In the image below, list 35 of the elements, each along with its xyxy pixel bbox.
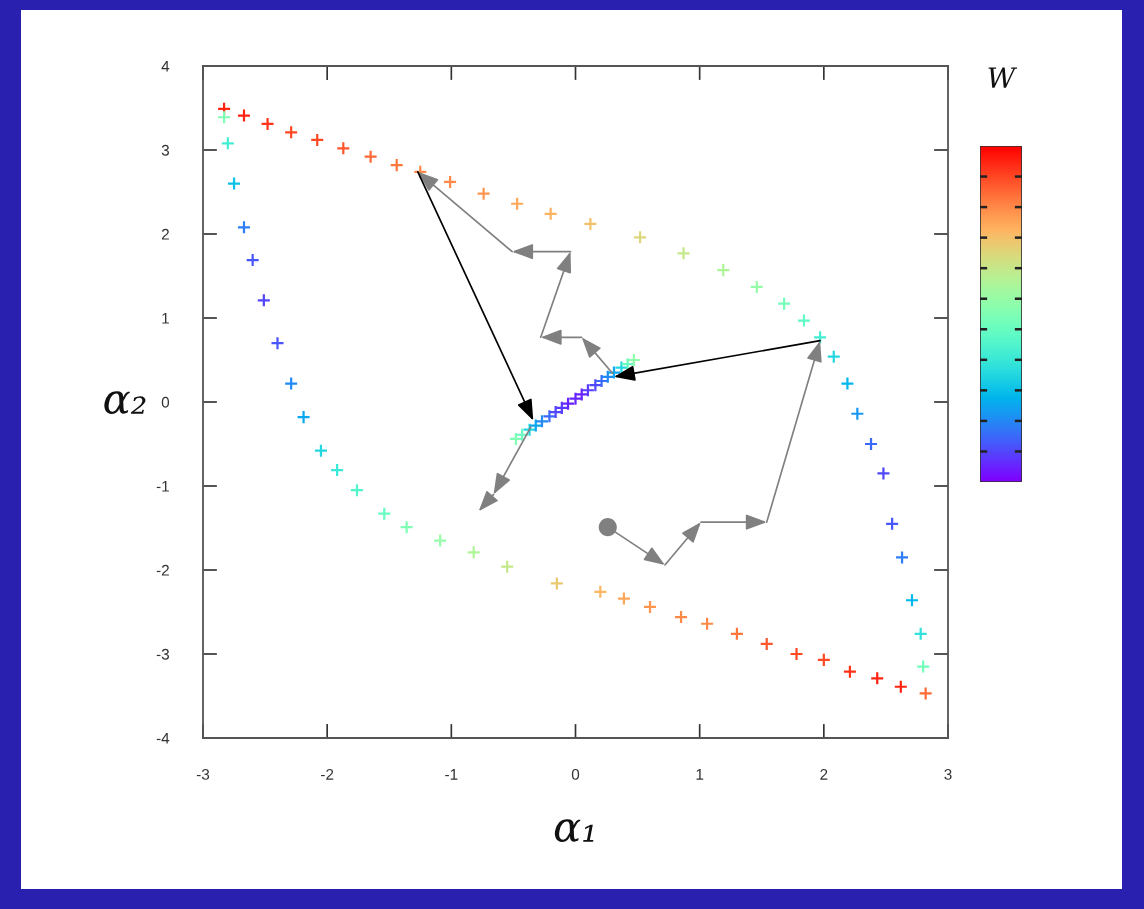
point: [548, 404, 563, 420]
y-tick-label: 2: [161, 228, 169, 240]
point: [588, 378, 603, 393]
x-tick-label: -2: [321, 768, 334, 780]
point: [594, 373, 609, 389]
x-tick-label: 3: [944, 768, 952, 780]
y-tick-label: 4: [161, 61, 170, 72]
color-bar-title: W: [988, 67, 1018, 88]
point: [514, 427, 530, 442]
point: [614, 360, 629, 375]
point: [606, 365, 622, 380]
x-tick-label: 1: [696, 769, 704, 780]
y-tick-label: -2: [156, 564, 169, 576]
y-tick-label: -4: [156, 733, 170, 744]
x-tick-label: 0: [571, 768, 580, 780]
point: [598, 518, 617, 537]
point: [528, 418, 543, 433]
y-tick-label: 0: [161, 396, 170, 408]
point: [542, 409, 557, 424]
x-tick-label: 2: [820, 768, 828, 780]
point: [522, 422, 537, 437]
x-tick-label: -1: [445, 769, 458, 780]
y-tick-label: 3: [161, 144, 169, 156]
x-axis-title: α₁: [554, 819, 594, 843]
y-tick-label: 1: [162, 313, 169, 324]
x-tick-label: -3: [196, 768, 210, 780]
point: [600, 369, 615, 384]
y-axis-title: α₂: [104, 391, 146, 415]
point: [580, 383, 596, 398]
point: [626, 352, 641, 368]
point: [534, 414, 550, 429]
point: [554, 400, 569, 415]
y-tick-label: -3: [156, 648, 169, 660]
point: [620, 357, 635, 372]
y-tick-label: -1: [156, 481, 169, 492]
